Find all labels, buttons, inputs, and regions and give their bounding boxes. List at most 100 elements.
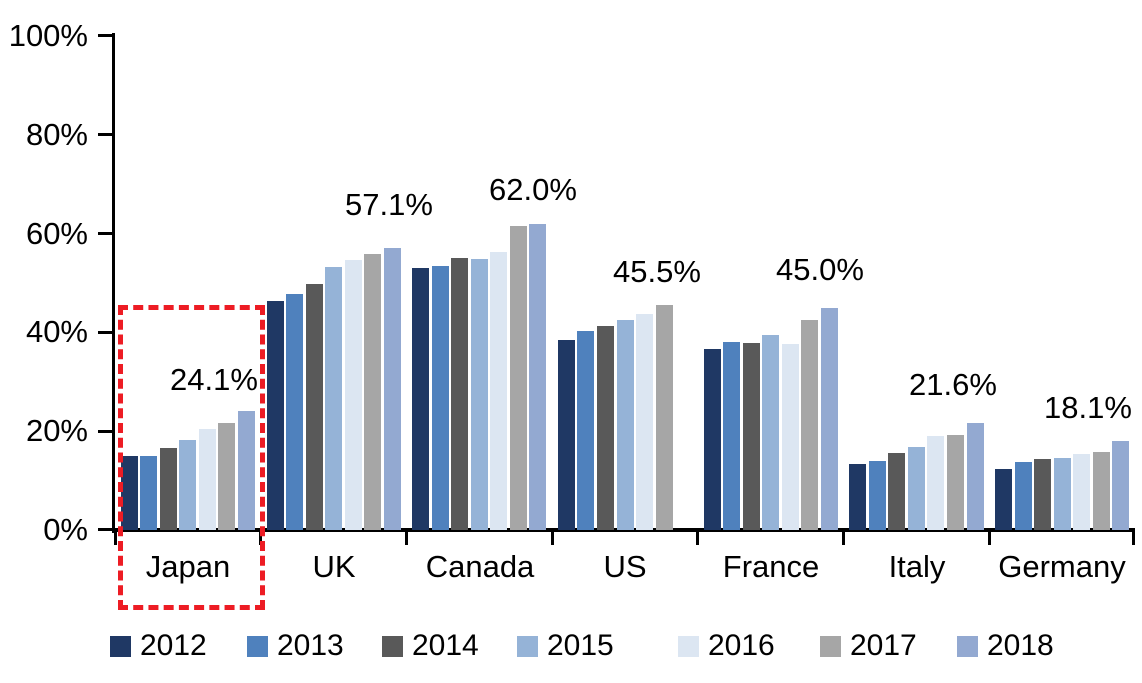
japan-highlight-rect: [118, 305, 265, 610]
x-tick-5: [842, 530, 845, 545]
legend-swatch-2016: [678, 635, 699, 657]
bar-italy-2017: [947, 435, 964, 530]
bar-italy-2013: [868, 460, 886, 530]
x-axis-line: [112, 528, 1135, 532]
bar-france-2012: [703, 348, 721, 530]
bar-us-2015: [616, 320, 634, 530]
value-label-france: 45.0%: [776, 252, 864, 287]
bar-germany-2013: [1014, 461, 1032, 530]
bar-us-2016: [636, 313, 653, 530]
bar-us-2012: [557, 340, 575, 530]
bar-france-2015: [762, 334, 780, 530]
legend-item-2016: 2016: [678, 629, 775, 663]
legend-swatch-2012: [110, 635, 131, 657]
legend-swatch-2013: [247, 635, 268, 657]
bar-france-2013: [723, 342, 741, 530]
y-tick-0: [98, 528, 112, 531]
bar-uk-2013: [286, 294, 303, 530]
bar-italy-2018: [966, 423, 984, 530]
bar-italy-2015: [907, 446, 925, 530]
legend-swatch-2018: [957, 635, 978, 657]
bar-canada-2018: [529, 223, 547, 530]
bar-canada-2015: [470, 259, 488, 530]
y-axis-label-60: 60%: [25, 216, 88, 251]
value-label-us: 45.5%: [613, 254, 701, 289]
bar-italy-2012: [849, 464, 867, 530]
x-tick-4: [696, 530, 699, 545]
bar-japan-2018: [237, 410, 255, 530]
legend-label-2015: 2015: [547, 629, 614, 662]
bar-germany-2018: [1112, 440, 1130, 530]
bar-uk-2015: [325, 267, 343, 530]
bar-us-2013: [577, 331, 595, 530]
legend-item-2018: 2018: [957, 629, 1054, 663]
bar-france-2018: [820, 307, 838, 530]
bar-japan-2016: [198, 429, 216, 530]
bar-france-2016: [781, 344, 799, 530]
bar-germany-2012: [995, 468, 1012, 530]
y-axis-label-0: 0%: [43, 512, 88, 547]
bar-canada-2013: [431, 265, 449, 530]
bar-uk-2012: [266, 301, 284, 530]
bar-japan-2014: [159, 447, 177, 530]
value-label-canada: 62.0%: [489, 172, 577, 207]
y-axis-label-40: 40%: [25, 314, 88, 349]
bar-uk-2018: [383, 247, 401, 530]
bar-japan-2017: [218, 422, 236, 530]
legend-label-2013: 2013: [277, 629, 344, 662]
bar-germany-2014: [1034, 458, 1052, 530]
x-tick-6: [988, 530, 991, 545]
category-label-italy: Italy: [888, 549, 946, 584]
x-tick-3: [551, 530, 554, 545]
category-label-germany: Germany: [998, 549, 1126, 584]
bar-uk-2016: [344, 259, 362, 530]
y-tick-80: [98, 133, 112, 136]
legend-label-2014: 2014: [412, 629, 479, 662]
bar-germany-2015: [1053, 457, 1071, 530]
y-tick-100: [98, 34, 112, 37]
category-label-canada: Canada: [425, 549, 535, 584]
bar-italy-2014: [888, 453, 906, 530]
bar-japan-2013: [140, 455, 158, 530]
x-tick-7: [1132, 530, 1135, 545]
y-axis-label-80: 80%: [25, 117, 88, 152]
legend-label-2017: 2017: [850, 629, 917, 662]
category-label-uk: UK: [312, 549, 356, 584]
legend-swatch-2014: [382, 635, 403, 657]
y-axis-label-100: 100%: [8, 18, 88, 53]
bar-japan-2015: [179, 439, 197, 530]
bar-uk-2014: [305, 283, 323, 530]
bar-germany-2016: [1073, 453, 1091, 530]
bar-us-2014: [597, 325, 614, 530]
bar-france-2014: [742, 342, 760, 530]
legend-label-2012: 2012: [140, 629, 207, 662]
bar-us-2017: [655, 305, 673, 530]
y-axis-label-20: 20%: [25, 413, 88, 448]
legend-swatch-2015: [517, 635, 538, 657]
value-label-japan: 24.1%: [170, 362, 258, 397]
y-tick-40: [98, 331, 112, 334]
legend-item-2017: 2017: [820, 629, 917, 663]
x-tick-2: [405, 530, 408, 545]
legend-label-2016: 2016: [708, 629, 775, 662]
legend-item-2015: 2015: [517, 629, 614, 663]
legend-swatch-2017: [820, 635, 841, 657]
bar-canada-2014: [451, 258, 469, 530]
category-label-us: US: [603, 549, 647, 584]
bar-canada-2016: [490, 252, 508, 530]
bar-france-2017: [801, 320, 819, 530]
legend-item-2013: 2013: [247, 629, 344, 663]
x-tick-0: [114, 530, 117, 545]
category-label-japan: Japan: [145, 549, 231, 584]
bar-canada-2012: [412, 268, 430, 530]
bar-canada-2017: [509, 225, 527, 530]
value-label-germany: 18.1%: [1044, 390, 1132, 425]
category-label-france: France: [722, 549, 820, 584]
y-tick-20: [98, 430, 112, 433]
legend-item-2014: 2014: [382, 629, 479, 663]
value-label-uk: 57.1%: [345, 187, 433, 222]
legend-label-2018: 2018: [987, 629, 1054, 662]
value-label-italy: 21.6%: [909, 367, 997, 402]
legend-item-2012: 2012: [110, 629, 207, 663]
